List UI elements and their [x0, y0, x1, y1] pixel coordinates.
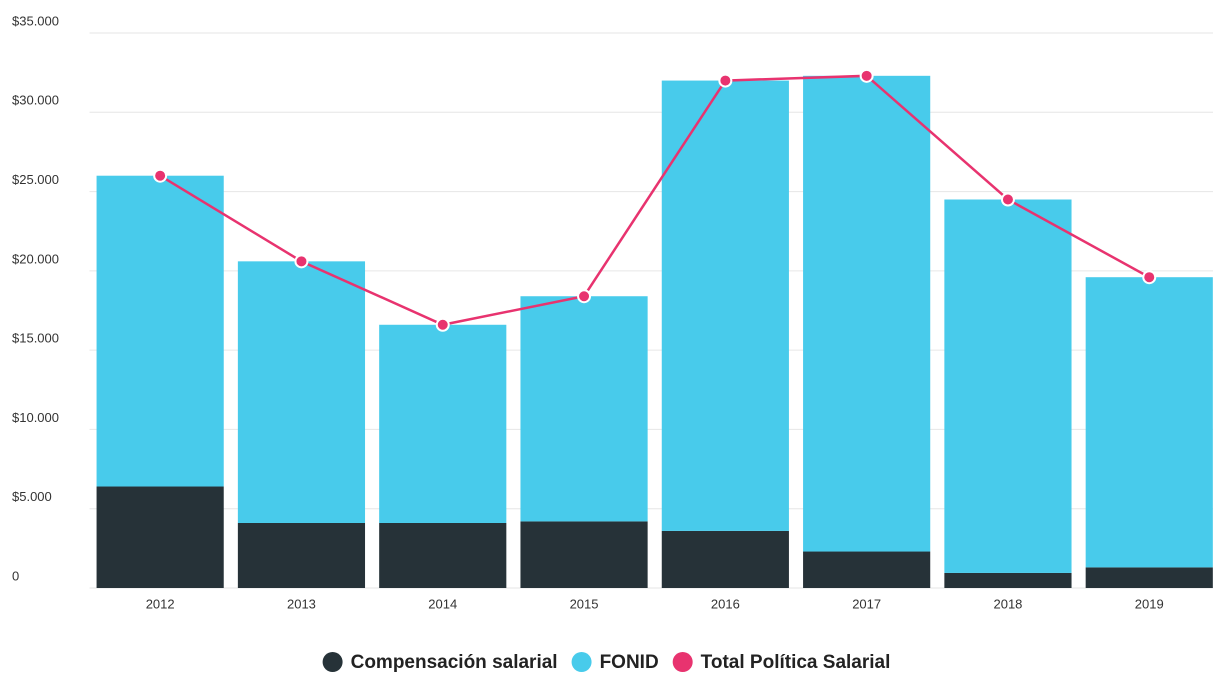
bar: [379, 522, 507, 588]
y-tick-label: $20.000: [12, 251, 59, 266]
bar: [237, 522, 366, 588]
y-tick-label: $25.000: [12, 172, 59, 187]
legend-label: FONID: [600, 652, 659, 673]
x-tick-label: 2012: [146, 596, 175, 611]
legend-swatch: [322, 652, 343, 672]
bar: [96, 486, 224, 588]
bar: [661, 530, 789, 588]
line-point: [718, 73, 733, 88]
legend-swatch: [672, 652, 693, 672]
line: [159, 74, 1150, 327]
bar: [944, 572, 1072, 588]
bar: [803, 551, 931, 588]
y-tick-label: $10.000: [12, 410, 59, 425]
x-tick-label: 2013: [287, 596, 316, 611]
legend-item: Total Política Salarial: [672, 652, 891, 673]
y-tick-label: $30.000: [12, 93, 59, 108]
y-tick-label: $5.000: [12, 489, 52, 504]
line-point: [435, 317, 450, 332]
y-tick-label: $35.000: [12, 13, 59, 28]
line-point: [153, 168, 168, 183]
legend-label: Total Política Salarial: [701, 652, 891, 673]
bar: [237, 261, 366, 523]
x-tick-label: 2016: [711, 596, 740, 611]
legend: Compensación salarial FONID Total Política…: [322, 652, 891, 673]
bar: [661, 80, 789, 531]
line-point: [294, 254, 309, 269]
bar: [1085, 567, 1213, 588]
bar: [944, 199, 1072, 573]
lines: [153, 68, 1157, 332]
y-tick-label: $15.000: [12, 331, 59, 346]
line-point: [1142, 270, 1157, 285]
legend-item: FONID: [571, 652, 659, 673]
line-point: [1000, 192, 1015, 207]
bars: [96, 75, 1213, 588]
bar: [520, 521, 648, 588]
x-tick-label: 2019: [1135, 596, 1164, 611]
bar: [803, 75, 931, 552]
bar: [520, 296, 648, 522]
x-tick-label: 2014: [428, 596, 457, 611]
legend-item: Compensación salarial: [322, 652, 558, 673]
line-point: [859, 68, 874, 83]
bar: [96, 175, 224, 487]
x-tick-label: 2017: [852, 596, 881, 611]
line-point: [577, 289, 592, 304]
bar: [1085, 277, 1213, 568]
legend-label: Compensación salarial: [351, 652, 558, 673]
bar: [379, 324, 507, 523]
legend-swatch: [571, 652, 592, 672]
x-tick-label: 2015: [570, 596, 599, 611]
y-tick-label: 0: [12, 568, 19, 583]
x-tick-label: 2018: [993, 596, 1022, 611]
